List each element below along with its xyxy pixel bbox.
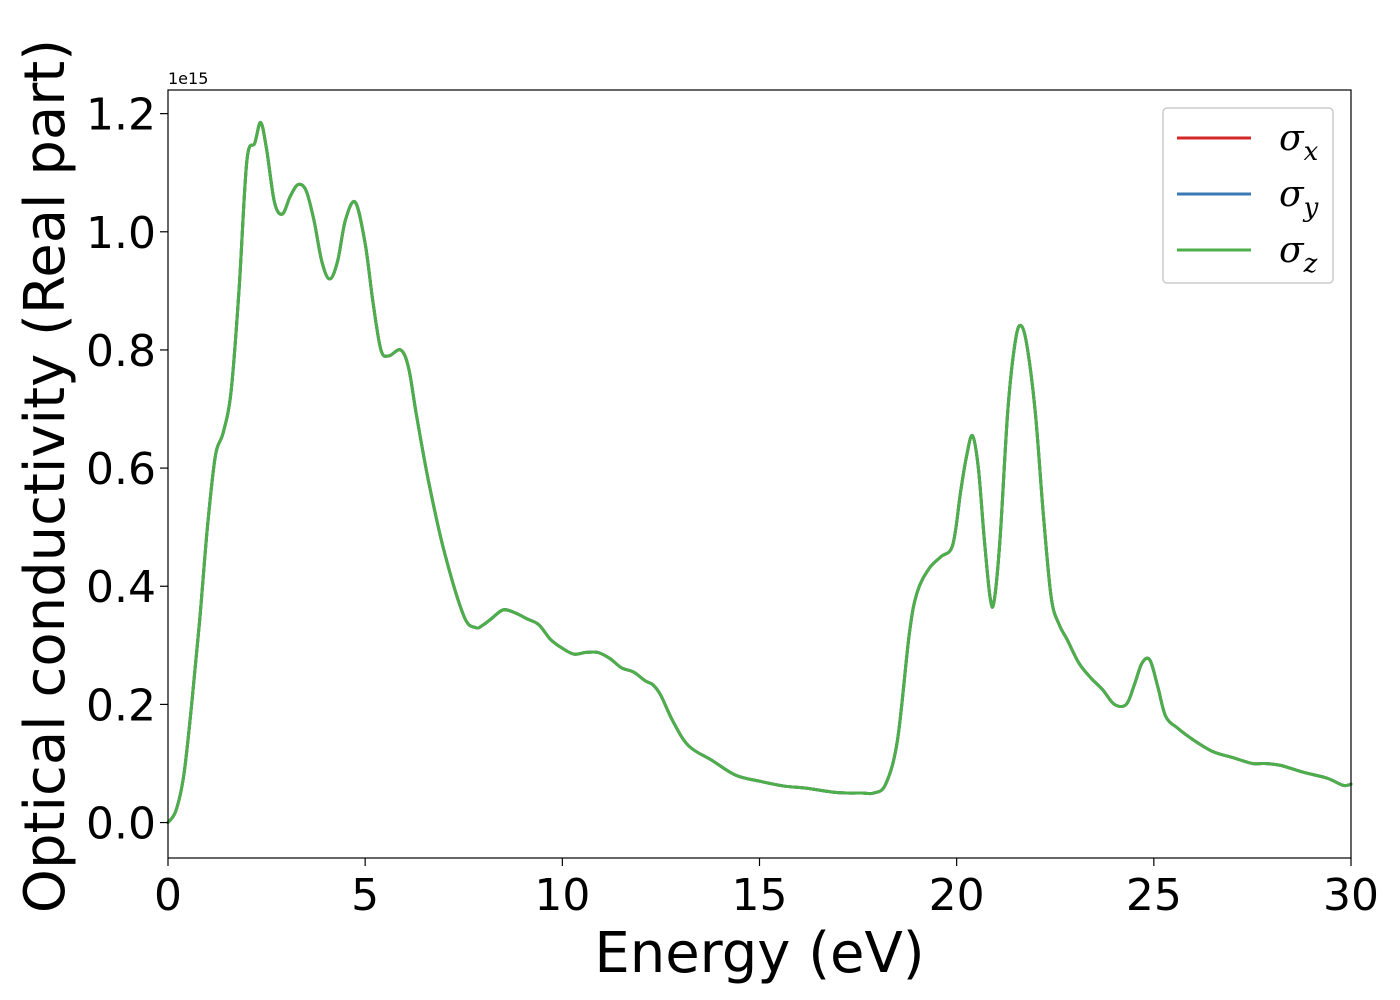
y-tick-label: 0.0: [86, 799, 156, 850]
legend-label-y: σy: [1279, 174, 1319, 223]
x-tick-label: 25: [1126, 870, 1182, 921]
y-offset-label: 1e15: [168, 69, 208, 88]
y-tick-label: 0.6: [86, 444, 156, 495]
legend-label-x: σx: [1279, 118, 1319, 167]
y-axis-label: Optical conductivity (Real part): [13, 39, 78, 913]
y-tick-label: 0.8: [86, 326, 156, 377]
series-layer: [166, 120, 1353, 825]
x-tick-label: 0: [154, 870, 182, 921]
y-tick-label: 1.0: [86, 208, 156, 259]
x-tick-label: 15: [732, 870, 788, 921]
x-tick-label: 20: [929, 870, 985, 921]
x-tick-label: 10: [534, 870, 590, 921]
x-axis-ticks: 0 5 10 15 20 25 30: [154, 858, 1379, 921]
x-tick-label: 30: [1323, 870, 1379, 921]
legend-label-z: σz: [1279, 230, 1318, 279]
y-tick-label: 0.4: [86, 562, 156, 613]
x-tick-label: 5: [351, 870, 379, 921]
y-axis-ticks: 0.0 0.2 0.4 0.6 0.8 1.0 1.2: [86, 90, 168, 850]
series-line-z: [166, 120, 1353, 825]
legend: σx σy σz: [1162, 107, 1334, 284]
x-axis-label: Energy (eV): [594, 921, 924, 986]
y-tick-label: 1.2: [86, 90, 156, 141]
y-tick-label: 0.2: [86, 680, 156, 731]
